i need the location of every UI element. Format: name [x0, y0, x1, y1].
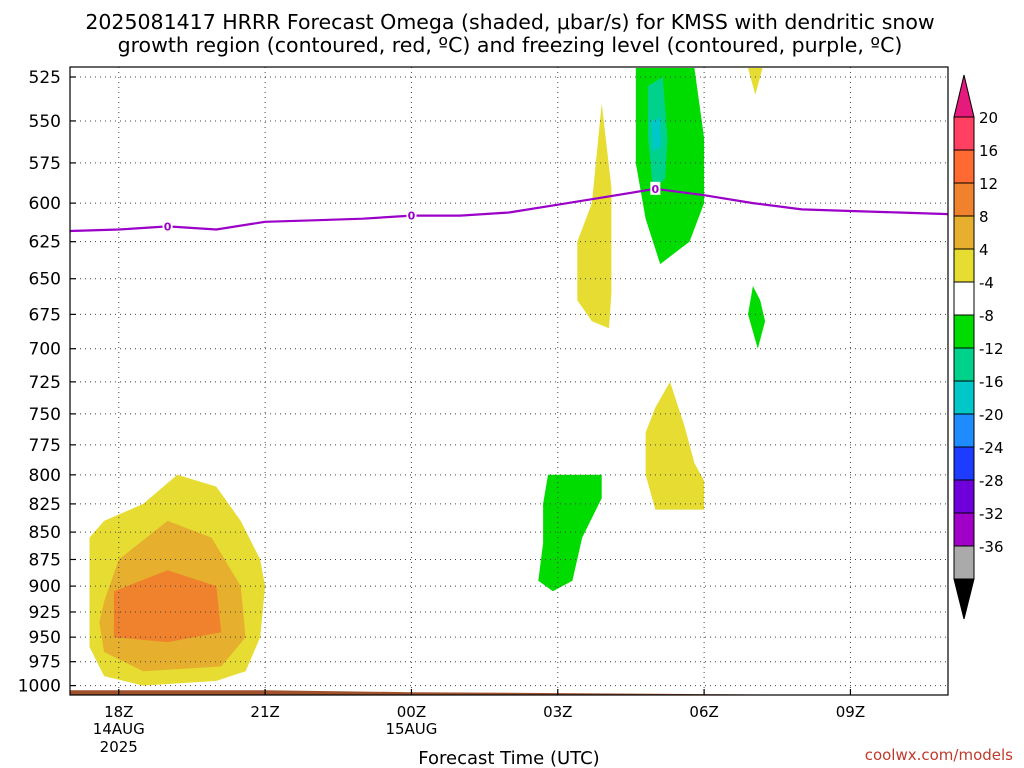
y-tick-label-825: 825: [29, 495, 61, 515]
colorbar-bin-13: [953, 545, 975, 580]
y-tick-label-550: 550: [29, 112, 61, 132]
colorbar-bin-11: [953, 479, 975, 514]
ground-surface: [70, 690, 948, 695]
y-tick-label-525: 525: [29, 68, 61, 88]
freezing-label-bg-0: [162, 219, 173, 233]
colorbar-label-12: -32: [979, 505, 1004, 523]
freezing-level-label-2: 0: [652, 183, 660, 196]
freezing-label-bg-1: [406, 208, 417, 222]
freezing-level-label-1: 0: [408, 210, 416, 223]
colorbar-bin-12: [953, 512, 975, 547]
y-tick-label-675: 675: [29, 305, 61, 325]
x-tick-label-03Z: 03Z: [543, 703, 572, 721]
x-tick-label-09Z: 09Z: [836, 703, 865, 721]
colorbar-label-9: -20: [979, 406, 1004, 424]
colorbar-bottom-arrow: [953, 578, 975, 620]
colorbar-label-5: -4: [979, 274, 994, 292]
y-tick-label-725: 725: [29, 373, 61, 393]
y-tick-label-625: 625: [29, 233, 61, 253]
y-tick-label-600: 600: [29, 194, 61, 214]
omega-region-8: [651, 117, 662, 152]
omega-shading: [89, 68, 766, 686]
chart-title-line1: 2025081417 HRRR Forecast Omega (shaded, …: [85, 10, 934, 34]
y-tick-label-925: 925: [29, 603, 61, 623]
plot-frame: [69, 66, 949, 696]
colorbar-bin-0: [953, 116, 975, 151]
colorbar-label-6: -8: [979, 307, 994, 325]
omega-region-2: [113, 570, 222, 643]
colorbar-bin-6: [953, 314, 975, 349]
colorbar-bin-9: [953, 413, 975, 448]
colorbar-label-2: 12: [979, 175, 998, 193]
y-tick-label-575: 575: [29, 154, 61, 174]
colorbar-bin-5: [953, 281, 975, 316]
x-tick-label-06Z: 06Z: [689, 703, 718, 721]
y-tick-label-700: 700: [29, 340, 61, 360]
colorbar-bin-3: [953, 215, 975, 250]
colorbar-label-3: 8: [979, 208, 989, 226]
colorbar-bin-4: [953, 248, 975, 283]
colorbar-bin-10: [953, 446, 975, 481]
colorbar-label-11: -28: [979, 472, 1004, 490]
colorbar-bin-8: [953, 380, 975, 415]
y-tick-label-750: 750: [29, 405, 61, 425]
colorbar-bin-2: [953, 182, 975, 217]
colorbar-label-7: -12: [979, 340, 1004, 358]
chart-title-line2: growth region (contoured, red, ºC) and f…: [118, 33, 903, 57]
y-tick-label-950: 950: [29, 628, 61, 648]
x-tick-date-00Z: 15AUG: [385, 720, 437, 738]
ground-fill: [70, 690, 948, 695]
freezing-label-bg-2: [650, 181, 661, 195]
y-tick-label-875: 875: [29, 550, 61, 570]
omega-region-9: [748, 286, 766, 349]
y-tick-label-650: 650: [29, 270, 61, 290]
freezing-level-label-0: 0: [164, 220, 172, 233]
omega-region-3: [577, 103, 612, 329]
y-tick-label-1000: 1000: [18, 677, 61, 697]
y-tick-label-775: 775: [29, 436, 61, 456]
y-tick-label-975: 975: [29, 653, 61, 673]
y-tick-label-850: 850: [29, 523, 61, 543]
colorbar-label-13: -36: [979, 538, 1004, 556]
freezing-level-line: [69, 187, 949, 233]
x-tick-date-18Z: 14AUG: [93, 720, 145, 738]
x-tick-label-00Z: 00Z: [397, 703, 426, 721]
x-tick-label-21Z: 21Z: [250, 703, 279, 721]
watermark: coolwx.com/models: [865, 746, 1013, 764]
x-tick-year-18Z: 2025: [100, 738, 138, 756]
y-tick-label-800: 800: [29, 466, 61, 486]
x-tick-label-18Z: 18Z: [104, 703, 133, 721]
colorbar-label-8: -16: [979, 373, 1004, 391]
x-axis-label: Forecast Time (UTC): [418, 748, 599, 768]
omega-region-5: [748, 68, 763, 95]
colorbar-top-arrow: [953, 74, 975, 118]
colorbar: 20 16 12 8 4 -4 -8 -12 -16 -20 -24 -28 -32 -36: [953, 74, 1004, 620]
colorbar-label-4: 4: [979, 241, 989, 259]
colorbar-bin-1: [953, 149, 975, 184]
colorbar-label-0: 20: [979, 109, 998, 127]
freezing-level-contour: 0 0 0: [69, 181, 949, 233]
colorbar-label-10: -24: [979, 439, 1004, 457]
colorbar-bin-7: [953, 347, 975, 382]
y-axis-ticks: 525 550 575 600 625 650 675 700 725 750 775 800 825 8…: [18, 68, 76, 697]
y-tick-label-900: 900: [29, 577, 61, 597]
colorbar-label-1: 16: [979, 142, 998, 160]
